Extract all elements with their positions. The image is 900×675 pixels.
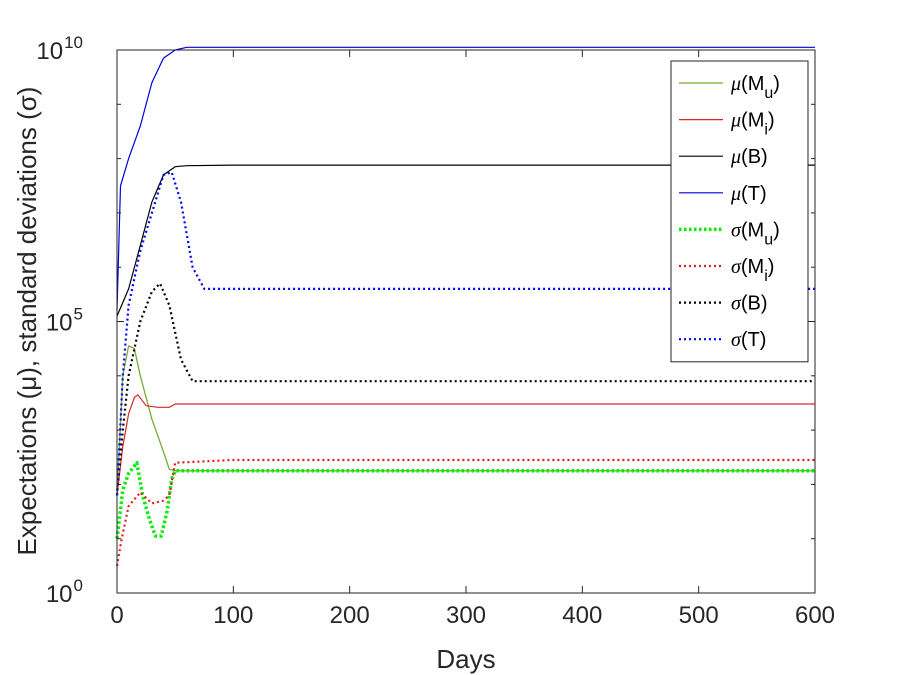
- series-line-6: [115, 458, 815, 567]
- legend-label: σ(B): [731, 293, 768, 315]
- series-line-5: [115, 460, 815, 539]
- x-axis-label: Days: [436, 644, 495, 674]
- x-tick-label: 500: [679, 602, 719, 629]
- legend-label: μ(Mi): [730, 110, 775, 139]
- x-tick-label: 400: [562, 602, 602, 629]
- x-tick-label: 300: [446, 602, 486, 629]
- y-tick-label: 105: [46, 305, 83, 337]
- series-line-2: [116, 394, 815, 496]
- x-tick-label: 200: [330, 602, 370, 629]
- y-tick-label: 1010: [36, 33, 83, 65]
- axes-layer: 0 100 200 300 400 500 600 100 105 1010: [36, 33, 835, 629]
- legend-label: σ(Mi): [731, 256, 774, 285]
- series-line-4: [116, 46, 815, 311]
- legend-label: μ(T): [730, 183, 767, 205]
- x-tick-label: 0: [110, 602, 123, 629]
- legend-box: [670, 60, 809, 363]
- series-line-7: [115, 282, 815, 496]
- series-line-1: [116, 345, 815, 496]
- legend-label: σ(T): [731, 329, 766, 351]
- legend: μ(Mu) μ(Mi) μ(B) μ(T) σ(Mu) σ(Mi) σ(B) σ(T): [670, 60, 809, 363]
- y-axis-label: Expectations (μ), standard deviations (σ…: [12, 87, 42, 556]
- series-layer: [115, 46, 815, 567]
- legend-label: μ(B): [730, 146, 768, 168]
- legend-label: μ(Mu): [730, 73, 780, 102]
- series-line-8: [115, 171, 815, 496]
- legend-label: σ(Mu): [731, 219, 780, 248]
- x-tick-label: 100: [213, 602, 253, 629]
- y-tick-label: 100: [46, 576, 83, 608]
- x-tick-label: 600: [795, 602, 835, 629]
